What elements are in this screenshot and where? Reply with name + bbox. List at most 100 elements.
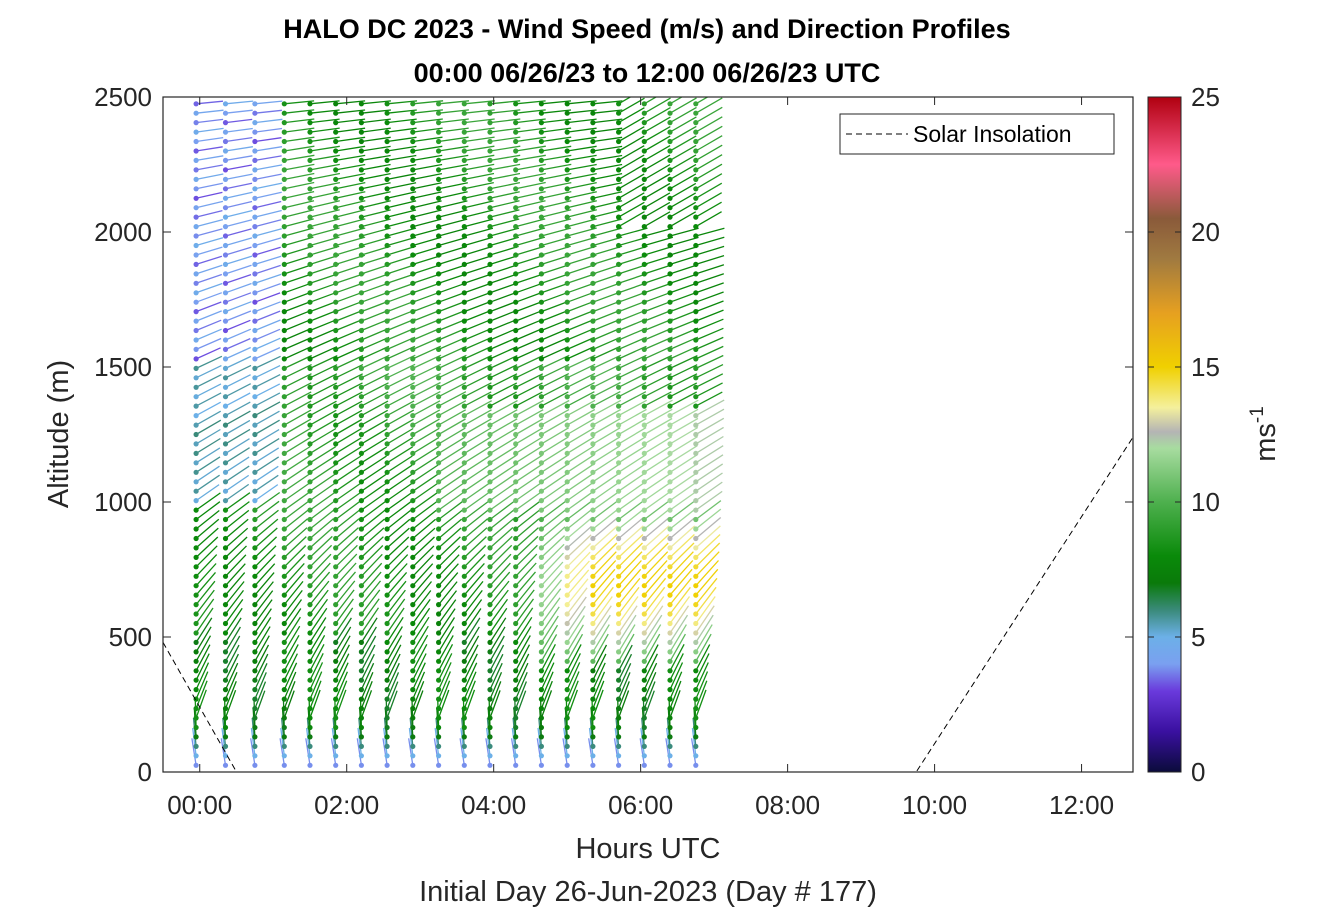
- wind-barb-point: [667, 450, 673, 456]
- wind-barb-shaft: [588, 738, 594, 766]
- wind-barb-shaft: [309, 607, 328, 634]
- wind-barb-shaft: [283, 681, 296, 709]
- wind-barb-point: [222, 649, 229, 655]
- wind-barb-shaft: [515, 662, 529, 690]
- wind-barb-shaft: [412, 182, 442, 190]
- wind-barb-point: [487, 384, 493, 390]
- wind-barb-shaft: [643, 417, 673, 436]
- wind-barb-point: [384, 337, 390, 343]
- wind-barb-shaft: [489, 336, 518, 350]
- wind-barb-point: [281, 658, 287, 664]
- wind-barb-shaft: [643, 644, 659, 672]
- wind-barb-point: [641, 545, 647, 551]
- wind-barb-shaft: [618, 245, 648, 256]
- wind-barb-point: [307, 469, 313, 475]
- wind-barb-point: [410, 205, 416, 211]
- wind-barb-point: [307, 488, 313, 494]
- wind-barb-shaft: [254, 447, 280, 464]
- wind-barb-point: [222, 658, 229, 664]
- wind-barb-point: [513, 441, 519, 447]
- wind-barb-point: [333, 649, 339, 655]
- wind-barb-shaft: [566, 500, 593, 521]
- wind-barb-point: [358, 327, 364, 334]
- wind-barb-point: [487, 762, 493, 768]
- wind-barb-point: [616, 592, 622, 598]
- wind-barb-shaft: [438, 200, 468, 209]
- wind-barb-shaft: [412, 653, 427, 681]
- wind-barb-shaft: [386, 163, 417, 171]
- wind-barb-shaft: [566, 689, 579, 719]
- wind-barb-shaft: [387, 109, 417, 114]
- wind-barb-shaft: [309, 589, 329, 615]
- wind-barb-point: [410, 394, 416, 400]
- wind-barb-point: [307, 252, 313, 258]
- wind-barb-point: [564, 337, 570, 343]
- wind-barb-shaft: [438, 445, 466, 464]
- wind-barb-point: [641, 375, 647, 381]
- wind-barb-shaft: [361, 446, 388, 464]
- wind-barb-point: [193, 554, 199, 561]
- wind-barb-shaft: [541, 427, 569, 445]
- wind-barb-point: [384, 498, 390, 504]
- wind-barb-shaft: [225, 136, 253, 143]
- wind-barb-shaft: [412, 634, 429, 662]
- wind-barb-point: [252, 488, 258, 494]
- wind-barb-point: [193, 205, 199, 211]
- wind-barb-shaft: [196, 127, 224, 133]
- wind-barb-shaft: [254, 146, 283, 152]
- wind-barb-point: [358, 157, 364, 163]
- wind-barb-shaft: [536, 738, 543, 766]
- wind-barb-shaft: [695, 163, 723, 180]
- wind-barb-shaft: [540, 671, 554, 700]
- wind-barb-shaft: [592, 336, 621, 350]
- wind-barb-point: [436, 195, 442, 201]
- wind-barb-point: [590, 233, 596, 239]
- wind-barb-point: [538, 535, 545, 542]
- wind-barb-point: [384, 507, 390, 513]
- wind-barb-shaft: [306, 717, 311, 747]
- wind-barb-point: [410, 261, 416, 267]
- wind-barb-shaft: [438, 581, 458, 606]
- wind-barb-shaft: [437, 697, 440, 728]
- wind-barb-shaft: [254, 383, 281, 398]
- wind-barb-point: [590, 592, 596, 598]
- wind-barb-point: [333, 753, 339, 759]
- wind-barb-shaft: [515, 337, 544, 350]
- wind-barb-point: [384, 734, 390, 740]
- wind-barb-shaft: [309, 236, 340, 247]
- wind-barb-shaft: [489, 364, 518, 379]
- wind-barb-point: [281, 620, 287, 627]
- wind-barb-shaft: [225, 292, 252, 303]
- wind-barb-point: [410, 611, 416, 617]
- wind-barb-point: [590, 186, 596, 192]
- wind-barb-shaft: [592, 454, 621, 473]
- wind-barb-point: [281, 157, 287, 163]
- wind-barb-point: [513, 224, 519, 230]
- wind-barb-shaft: [360, 653, 375, 681]
- wind-barb-shaft: [463, 608, 482, 634]
- wind-barb-point: [538, 413, 545, 419]
- wind-barb-point: [616, 422, 622, 428]
- wind-barb-shaft: [335, 617, 352, 643]
- wind-barb-shaft: [540, 680, 553, 709]
- wind-barb-shaft: [196, 118, 224, 124]
- wind-barb-shaft: [464, 181, 494, 190]
- wind-barb-point: [410, 413, 416, 419]
- wind-barb-shaft: [224, 590, 245, 615]
- wind-barb-point: [641, 469, 647, 475]
- wind-barb-shaft: [566, 408, 596, 426]
- wind-barb-point: [307, 309, 313, 315]
- wind-barb-shaft: [566, 578, 589, 606]
- wind-barb-shaft: [254, 484, 279, 502]
- wind-barb-point: [333, 384, 339, 390]
- wind-barb-shaft: [540, 509, 567, 530]
- wind-barb-point: [410, 110, 416, 116]
- wind-barb-shaft: [541, 163, 572, 171]
- wind-barb-shaft: [224, 599, 244, 624]
- wind-barb-shaft: [566, 454, 595, 473]
- wind-barb-shaft: [693, 707, 697, 737]
- wind-barb-shaft: [618, 391, 647, 407]
- wind-barb-point: [641, 157, 647, 163]
- wind-barb-point: [641, 413, 647, 419]
